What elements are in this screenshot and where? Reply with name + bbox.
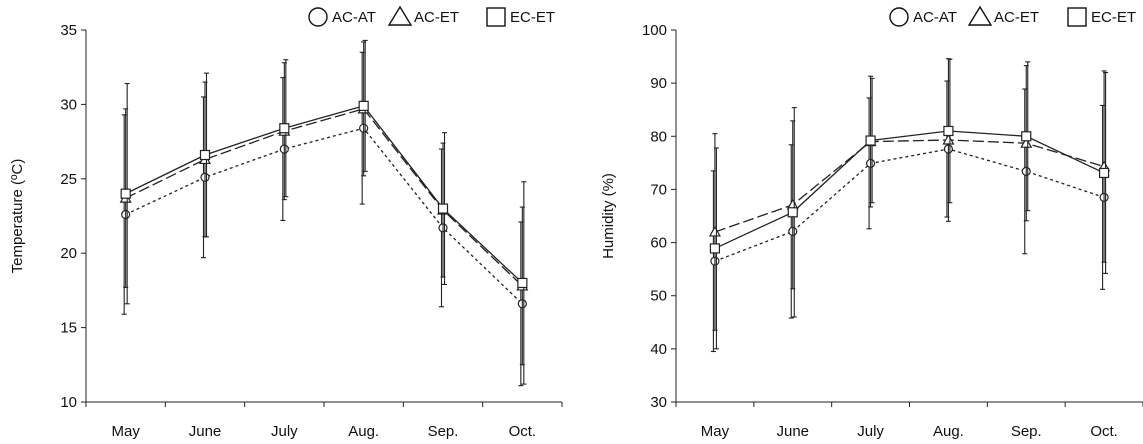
legend-label: AC-ET <box>414 9 459 26</box>
y-tick-label: 25 <box>60 171 77 188</box>
square-marker <box>358 100 369 111</box>
series-ac-et <box>119 41 529 366</box>
y-tick-label: 80 <box>650 128 667 145</box>
series-ec-et <box>120 39 528 385</box>
legend-triangle-icon <box>967 5 993 26</box>
legend-label: EC-ET <box>510 9 555 26</box>
x-tick-label: Aug. <box>348 423 379 440</box>
y-tick-label: 60 <box>650 235 667 252</box>
triangle-marker <box>942 133 955 145</box>
x-tick-label: June <box>776 423 809 440</box>
y-tick-label: 10 <box>60 394 77 411</box>
triangle-marker <box>708 225 721 237</box>
legend-label: AC-AT <box>332 9 376 26</box>
series-line <box>125 105 523 284</box>
legend: AC-AT AC-ET EC-ET <box>308 5 555 27</box>
y-tick-label: 30 <box>60 96 77 113</box>
series-ec-et <box>709 58 1110 350</box>
y-tick-label: 30 <box>650 394 667 411</box>
legend-triangle-icon <box>387 5 413 26</box>
y-tick-label: 15 <box>60 320 77 337</box>
x-tick-label: Aug. <box>933 423 964 440</box>
y-tick-label: 35 <box>60 22 77 39</box>
square-marker <box>517 277 528 289</box>
series-line <box>125 108 523 287</box>
square-marker <box>1021 131 1032 142</box>
square-marker <box>943 125 954 137</box>
y-tick-label: 50 <box>650 288 667 305</box>
series-line <box>714 139 1105 233</box>
y-axis-title: Temperature (ºC) <box>9 159 26 274</box>
x-tick-label: Oct. <box>1090 423 1118 440</box>
square-marker <box>279 123 290 134</box>
triangle-marker <box>1020 136 1033 148</box>
y-tick-label: 70 <box>650 181 667 198</box>
x-tick-label: June <box>189 423 222 440</box>
y-axis-title: Humidity (%) <box>600 173 617 259</box>
chart-panel-1: 10 15 20 25 30 35 May June July Aug. Sep. Oct. Tempe… <box>9 5 563 440</box>
square-marker <box>199 149 211 161</box>
x-tick-label: July <box>271 423 298 440</box>
x-tick-label: Sep. <box>1011 423 1042 440</box>
legend-label: AC-AT <box>913 9 957 26</box>
legend-square-icon <box>1067 7 1087 27</box>
legend-square-icon <box>486 7 506 27</box>
legend-label: AC-ET <box>994 9 1039 26</box>
square-marker <box>865 135 876 146</box>
y-tick-label: 40 <box>650 341 667 358</box>
x-tick-label: May <box>111 423 140 440</box>
legend-label: EC-ET <box>1091 9 1136 26</box>
y-tick-label: 20 <box>60 245 77 262</box>
x-tick-label: Sep. <box>428 423 459 440</box>
legend: AC-AT AC-ET EC-ET <box>889 5 1136 27</box>
series-ac-at <box>710 80 1109 353</box>
square-marker <box>787 207 798 218</box>
x-tick-label: Oct. <box>509 423 537 440</box>
series-line <box>125 127 523 305</box>
chart-panel-2: 30 40 50 60 70 80 90 100 May June July Aug. Sep. Oct.… <box>600 5 1143 440</box>
series-ac-et <box>708 58 1111 331</box>
series-line <box>714 130 1105 250</box>
series-ac-at <box>121 51 527 387</box>
y-tick-label: 90 <box>650 75 667 92</box>
y-tick-label: 100 <box>642 22 667 39</box>
series-line <box>714 148 1105 262</box>
square-marker <box>120 188 131 199</box>
x-tick-label: May <box>701 423 730 440</box>
legend-circle-icon <box>889 7 909 27</box>
square-marker <box>709 243 721 254</box>
square-marker <box>1098 167 1110 179</box>
x-tick-label: July <box>857 423 884 440</box>
legend-circle-icon <box>308 7 328 27</box>
square-marker <box>437 203 449 214</box>
